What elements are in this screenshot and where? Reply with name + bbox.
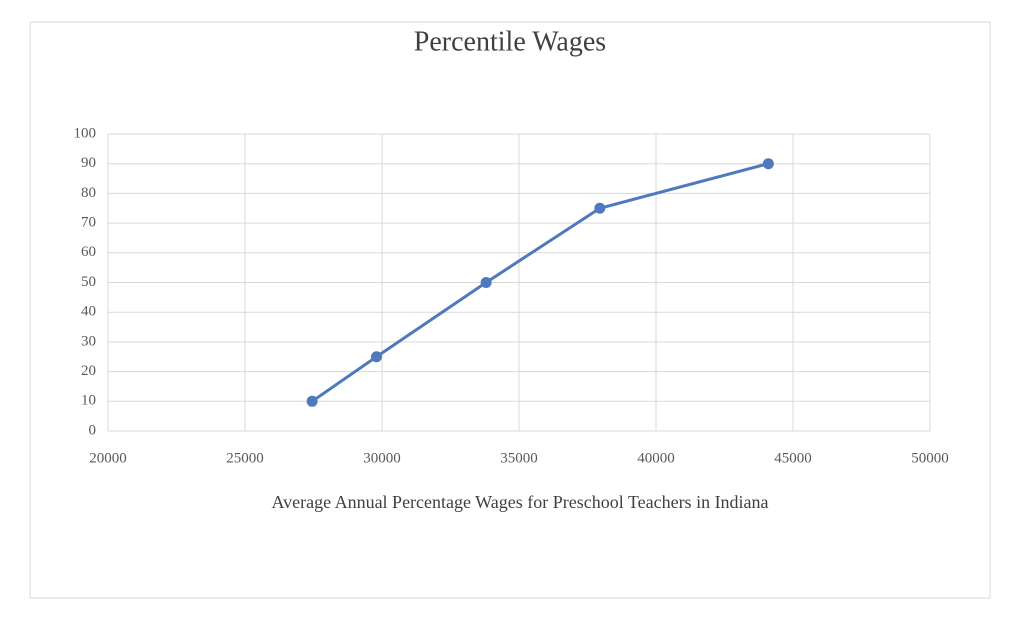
y-tick-label: 80 [81,185,96,201]
x-tick-label: 45000 [774,450,812,466]
y-tick-label: 60 [81,244,96,260]
y-tick-label: 100 [74,125,97,141]
y-tick-label: 0 [89,422,97,438]
y-tick-label: 50 [81,274,96,290]
data-point [306,395,318,407]
y-tick-label: 30 [81,333,96,349]
x-tick-label: 25000 [226,450,264,466]
y-tick-label: 70 [81,215,96,231]
x-tick-label: 35000 [500,450,538,466]
y-tick-label: 40 [81,304,96,320]
data-point [480,277,492,288]
x-tick-label: 40000 [637,450,675,466]
data-point [594,202,606,214]
y-tick-label: 20 [81,363,96,379]
data-point [762,158,774,170]
chart-frame [29,21,991,599]
x-tick-label: 50000 [911,450,949,466]
data-point [371,351,383,363]
y-tick-label: 10 [81,393,96,409]
x-tick-label: 20000 [89,450,127,466]
x-axis-label: Average Annual Percentage Wages for Pres… [271,492,769,512]
x-tick-label: 30000 [363,450,401,466]
chart-title: Percentile Wages [414,26,606,57]
y-tick-label: 90 [81,155,96,171]
